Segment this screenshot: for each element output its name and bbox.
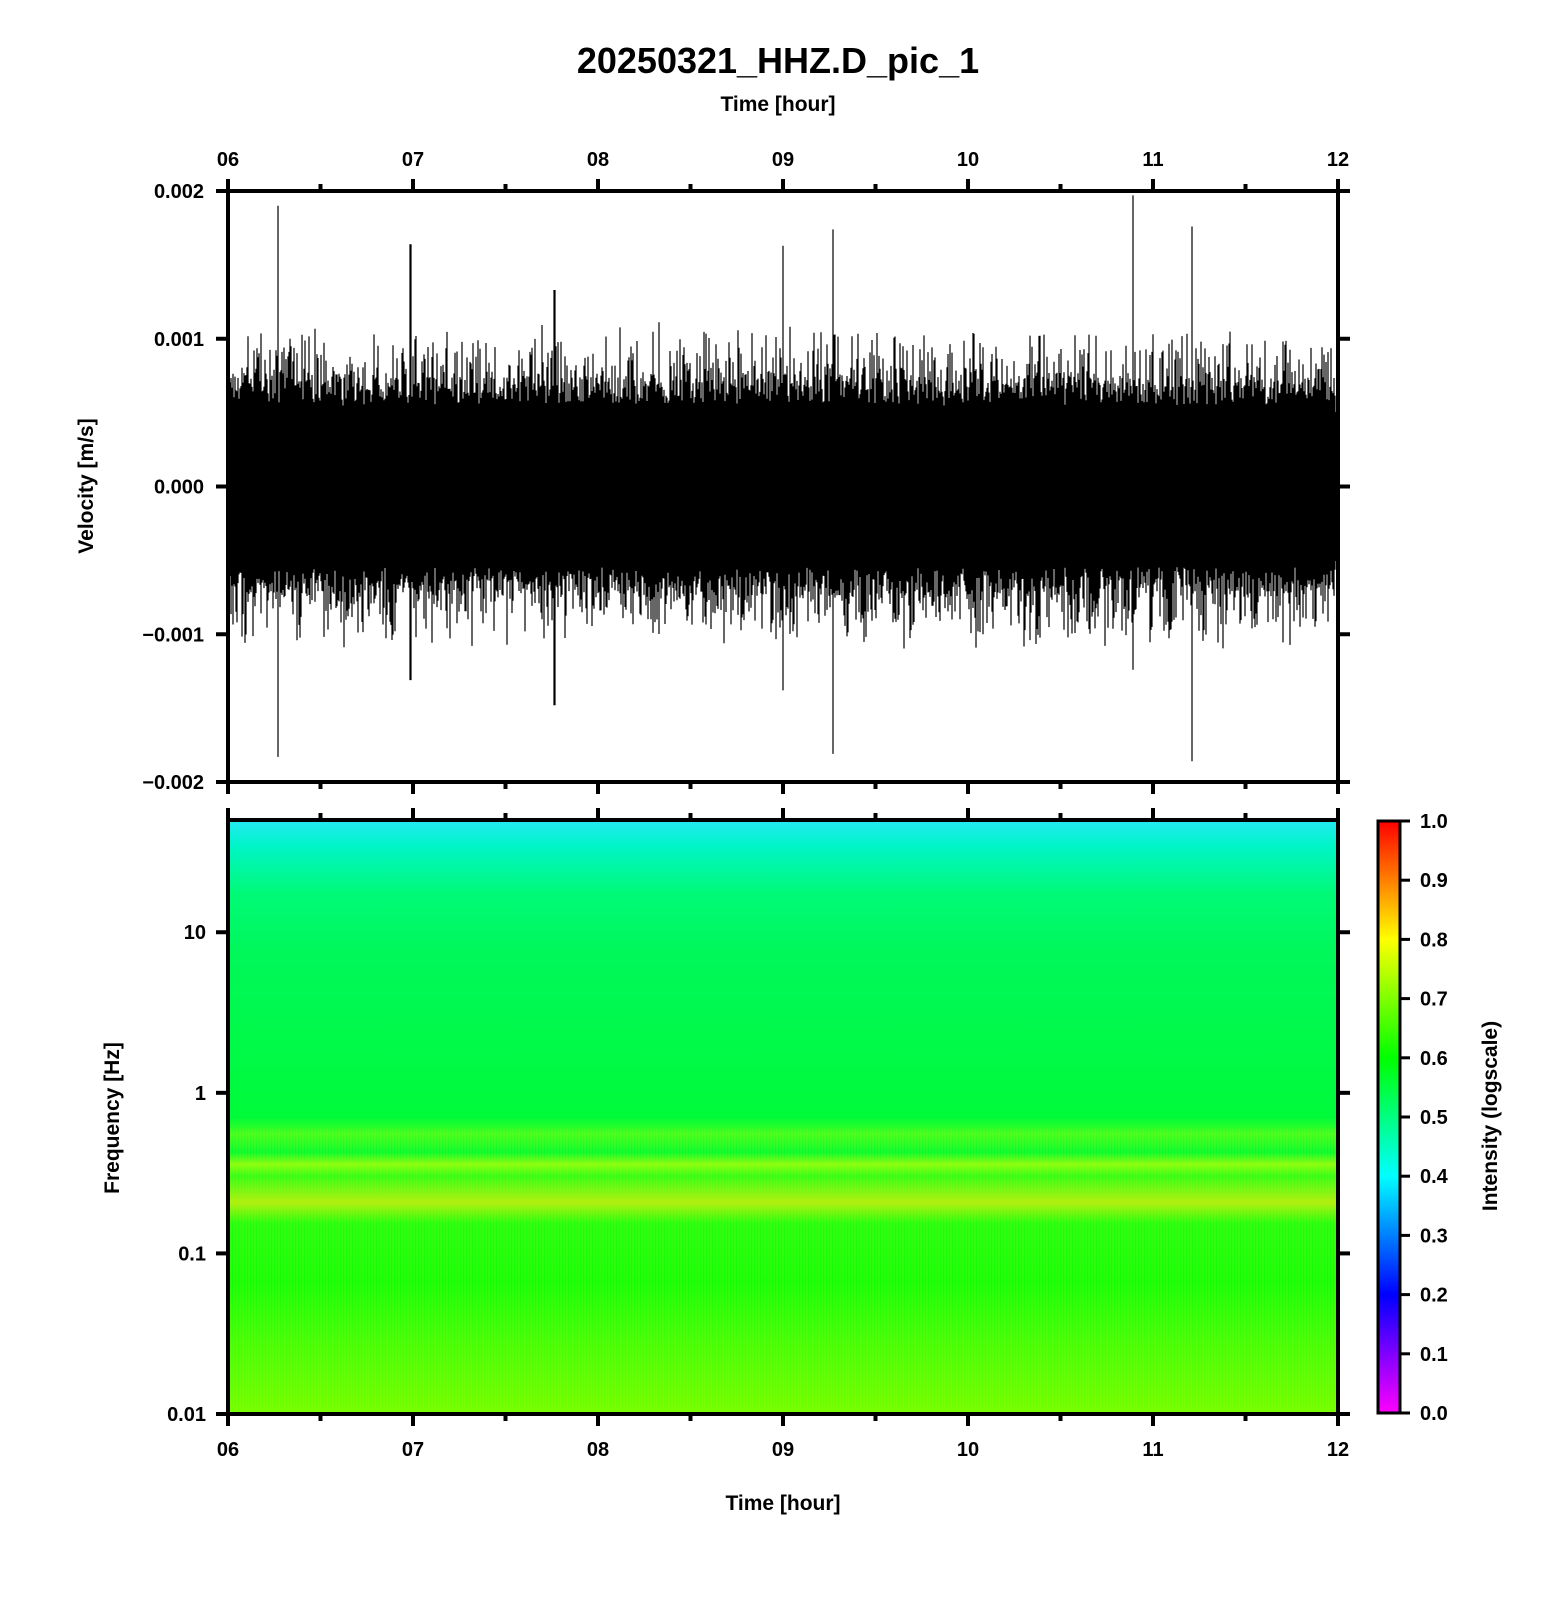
spectrogram-image: [230, 822, 1336, 1412]
spectrogram-ticks: 06 07 08 09 10 11 12 10 1 0.1 0.01: [167, 808, 1350, 1461]
colorbar-tick-label: 0.6: [1420, 1048, 1448, 1070]
waveform-y-tick-label: −0.002: [142, 772, 204, 794]
spectrogram-x-tick-label: 10: [957, 1439, 979, 1461]
colorbar-tick-label: 0.1: [1420, 1344, 1448, 1366]
waveform-x-tick-label: 11: [1142, 149, 1163, 171]
colorbar-label: Intensity (logscale): [1479, 1021, 1502, 1211]
colorbar-ticks: 1.0 0.9 0.8 0.7 0.6 0.5 0.4 0.3 0.2 0.1 0.0: [1400, 811, 1449, 1425]
waveform-core: [230, 412, 1336, 561]
spectrogram-x-tick-label: 08: [587, 1439, 609, 1461]
colorbar-tick-label: 0.0: [1420, 1403, 1448, 1425]
spectrogram-x-tick-label: 07: [402, 1439, 424, 1461]
waveform-x-tick-label: 07: [402, 149, 424, 171]
colorbar-tick-label: 0.5: [1420, 1107, 1448, 1129]
spectrogram-x-tick-label: 06: [217, 1439, 239, 1461]
spectrogram-stripes: [230, 1128, 1336, 1412]
waveform-y-tick-label: 0.002: [154, 181, 204, 203]
waveform-panel: 06 07 08 09 10 11 12 0.002 0.001 0.000 −0.001 −0.00…: [75, 149, 1350, 794]
spectrogram-y-tick-label: 10: [184, 922, 206, 944]
colorbar-tick-label: 0.4: [1420, 1166, 1449, 1188]
waveform-y-tick-label: 0.000: [154, 477, 204, 499]
spectrogram-texture: [230, 1128, 1336, 1412]
waveform-x-tick-label: 08: [587, 149, 609, 171]
waveform-x-tick-label: 09: [772, 149, 794, 171]
spectrogram-y-tick-label: 0.1: [178, 1243, 206, 1265]
waveform-trace: [229, 195, 1336, 762]
spectrogram-y-tick-label: 1: [195, 1083, 206, 1105]
colorbar-tick-label: 0.9: [1420, 870, 1448, 892]
spectrogram-y-axis-label: Frequency [Hz]: [101, 1042, 124, 1194]
waveform-ticks: 06 07 08 09 10 11 12 0.002 0.001 0.000 −0.001 −0.00…: [142, 149, 1350, 794]
waveform-x-tick-label: 12: [1327, 149, 1349, 171]
colorbar-tick-label: 0.7: [1420, 989, 1448, 1011]
colorbar: 1.0 0.9 0.8 0.7 0.6 0.5 0.4 0.3 0.2 0.1 0.0 Intens…: [1376, 811, 1502, 1425]
spectrogram-x-tick-label: 09: [772, 1439, 794, 1461]
waveform-x-tick-label: 10: [957, 149, 979, 171]
waveform-y-axis-label: Velocity [m/s]: [75, 418, 98, 553]
spectrogram-y-tick-label: 0.01: [167, 1404, 206, 1426]
spectrogram-x-tick-label: 12: [1327, 1439, 1349, 1461]
colorbar-tick-label: 0.3: [1420, 1225, 1448, 1247]
colorbar-tick-label: 1.0: [1420, 811, 1448, 833]
colorbar-tick-label: 0.2: [1420, 1285, 1448, 1307]
waveform-x-tick-label: 06: [217, 149, 239, 171]
bottom-x-axis-label: Time [hour]: [725, 1492, 840, 1515]
waveform-y-tick-label: 0.001: [154, 329, 204, 351]
colorbar-tick-label: 0.8: [1420, 929, 1448, 951]
waveform-y-tick-label: −0.001: [142, 624, 204, 646]
spectrogram-x-tick-label: 11: [1142, 1439, 1163, 1461]
chart-title: 20250321_HHZ.D_pic_1: [577, 40, 979, 81]
top-x-axis-label: Time [hour]: [720, 93, 835, 116]
colorbar-gradient: [1378, 821, 1400, 1413]
